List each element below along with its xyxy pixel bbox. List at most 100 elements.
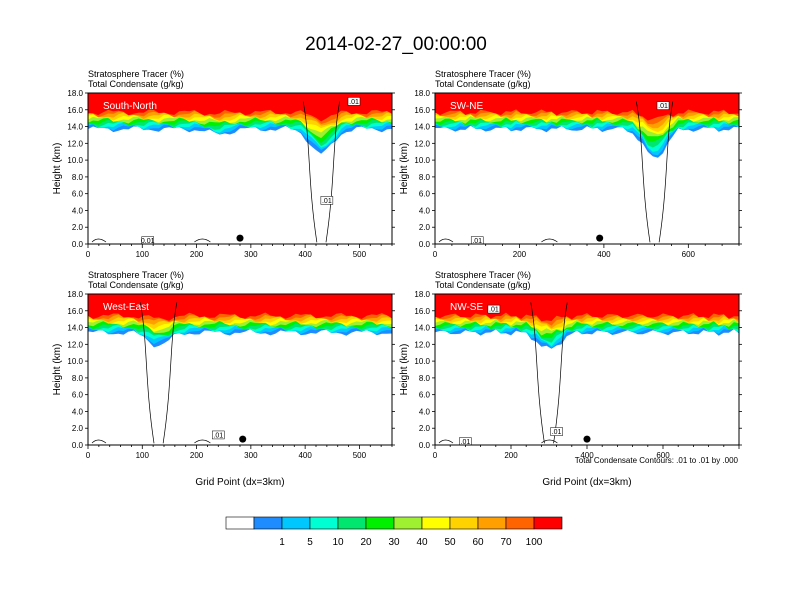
y-tick-label: 14.0 xyxy=(67,324,83,333)
contour-line xyxy=(635,101,674,243)
colorbar-label: 20 xyxy=(360,537,372,548)
y-tick-label: 10.0 xyxy=(67,357,83,366)
contour-line xyxy=(91,238,211,243)
y-tick-label: 4.0 xyxy=(419,407,431,416)
y-tick-label: 4.0 xyxy=(419,206,431,215)
x-tick-label: 600 xyxy=(656,451,670,460)
colorbar-swatch xyxy=(225,516,255,530)
colorbar-label: 1 xyxy=(279,537,285,548)
y-axis-label: Height (km) xyxy=(399,143,410,195)
colorbar-label: 100 xyxy=(526,537,543,548)
x-tick-label: 200 xyxy=(190,250,204,259)
colorbar-label: 70 xyxy=(500,537,512,548)
location-marker xyxy=(239,435,247,443)
panel-label: SW-NE xyxy=(450,101,483,112)
header-line2: Total Condensate (g/kg) xyxy=(435,79,531,89)
contour-tag: 0.01 xyxy=(141,238,155,245)
panel-1: 0.01 .01 .01 0.0 2.0 4.0 6.0 8.0 10.0 12.0 14.0 16.… xyxy=(52,69,395,259)
header-line1: Stratosphere Tracer (%) xyxy=(88,270,184,280)
panel-2: .01 .01 0.0 2.0 4.0 6.0 8.0 10.0 12.0 14.0 16.0 18.… xyxy=(399,69,742,259)
y-tick-label: 14.0 xyxy=(67,123,83,132)
contour-tag-box xyxy=(550,427,563,436)
panel-3: .01 0.0 2.0 4.0 6.0 8.0 10.0 12.0 14.0 16.0 18.0 0 1… xyxy=(52,270,395,488)
x-tick-label: 300 xyxy=(244,250,258,259)
tracer-band-11 xyxy=(435,93,739,121)
contour-line xyxy=(530,302,568,444)
x-tick-label: 400 xyxy=(597,250,611,259)
colorbar-swatch xyxy=(281,516,311,530)
colorbar-swatch xyxy=(477,516,507,530)
header-line2: Total Condensate (g/kg) xyxy=(88,79,184,89)
panel-label: South-North xyxy=(103,101,157,112)
colorbar-swatch xyxy=(337,516,367,530)
colorbar-swatch xyxy=(365,516,395,530)
x-tick-label: 200 xyxy=(190,451,204,460)
location-marker xyxy=(596,234,604,242)
colorbar-swatch xyxy=(421,516,451,530)
x-tick-label: 400 xyxy=(580,451,594,460)
contour-tag-box xyxy=(141,236,154,244)
contour-tag-box xyxy=(656,101,670,110)
y-tick-label: 2.0 xyxy=(72,223,84,232)
contour-tag: .01 xyxy=(349,99,359,106)
contour-tag-box xyxy=(320,196,334,205)
x-tick-label: 600 xyxy=(682,250,696,259)
location-marker xyxy=(236,234,244,242)
x-tick-label: 500 xyxy=(353,451,367,460)
x-tick-label: 400 xyxy=(298,451,312,460)
x-tick-label: 0 xyxy=(86,451,91,460)
header-line1: Stratosphere Tracer (%) xyxy=(88,69,184,79)
figure-title: 2014-02-27_00:00:00 xyxy=(305,34,487,55)
contour-tag: .01 xyxy=(552,429,562,436)
y-tick-label: 12.0 xyxy=(67,139,83,148)
colorbar-swatch xyxy=(505,516,535,530)
colorbar-swatch xyxy=(253,516,283,530)
y-tick-label: 8.0 xyxy=(72,173,84,182)
colorbar-swatch xyxy=(533,516,563,530)
y-tick-label: 12.0 xyxy=(67,340,83,349)
header-line2: Total Condensate (g/kg) xyxy=(435,280,531,290)
x-tick-label: 400 xyxy=(298,250,312,259)
y-tick-label: 18.0 xyxy=(67,89,83,98)
y-tick-label: 8.0 xyxy=(72,374,84,383)
x-tick-label: 300 xyxy=(244,451,258,460)
x-tick-label: 200 xyxy=(504,451,518,460)
y-tick-label: 10.0 xyxy=(414,156,430,165)
y-axis-label: Height (km) xyxy=(52,143,63,195)
y-tick-label: 2.0 xyxy=(72,424,84,433)
tracer-band-11 xyxy=(435,294,739,322)
x-tick-label: 0 xyxy=(433,451,438,460)
y-tick-label: 16.0 xyxy=(67,307,83,316)
contour-tag-box xyxy=(487,304,501,314)
y-tick-label: 14.0 xyxy=(414,123,430,132)
y-axis-label: Height (km) xyxy=(399,344,410,396)
contour-line xyxy=(438,439,558,444)
y-tick-label: 14.0 xyxy=(414,324,430,333)
y-tick-label: 2.0 xyxy=(419,424,431,433)
contour-note: Total Condensate Contours: .01 to .01 by… xyxy=(575,456,739,465)
condensate-contours: .01 xyxy=(91,302,225,444)
tracer-band-11 xyxy=(88,294,392,321)
condensate-contours: .01 .01 xyxy=(438,101,674,244)
y-tick-label: 0.0 xyxy=(419,441,431,450)
header-line1: Stratosphere Tracer (%) xyxy=(435,69,531,79)
y-tick-label: 4.0 xyxy=(72,206,84,215)
y-tick-label: 8.0 xyxy=(419,173,431,182)
y-tick-label: 16.0 xyxy=(414,106,430,115)
colorbar-label: 30 xyxy=(388,537,400,548)
colorbar-swatch xyxy=(309,516,339,530)
y-tick-label: 6.0 xyxy=(72,190,84,199)
y-tick-label: 6.0 xyxy=(419,190,431,199)
colorbar-label: 5 xyxy=(307,537,313,548)
x-tick-label: 0 xyxy=(86,250,91,259)
y-axis-label: Height (km) xyxy=(52,344,63,396)
x-tick-label: 500 xyxy=(353,250,367,259)
panel-4: .01 .01 .01 0.0 2.0 4.0 6.0 8.0 10.0 12.0 14.0 16.0… xyxy=(399,270,742,488)
colorbar-label: 40 xyxy=(416,537,428,548)
y-tick-label: 0.0 xyxy=(72,240,84,249)
contour-line xyxy=(91,439,211,444)
y-tick-label: 0.0 xyxy=(72,441,84,450)
x-tick-label: 0 xyxy=(433,250,438,259)
colorbar-label: 50 xyxy=(444,537,456,548)
